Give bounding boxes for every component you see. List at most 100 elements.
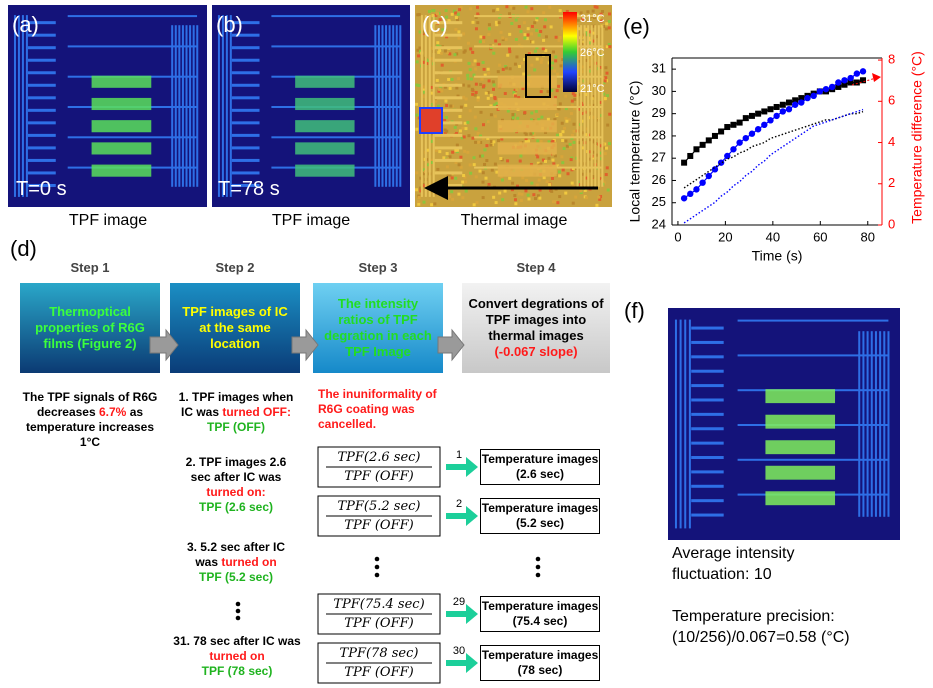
- noise: [451, 176, 454, 179]
- noise: [489, 144, 492, 147]
- noise: [416, 60, 419, 63]
- noise: [457, 30, 460, 33]
- noise: [482, 85, 485, 88]
- marker: [761, 122, 767, 128]
- block: [92, 76, 152, 88]
- item-red: turned OFF:: [222, 405, 291, 419]
- trace: [389, 25, 391, 187]
- micrograph: [668, 308, 900, 540]
- block: [498, 165, 557, 177]
- noise: [514, 202, 517, 205]
- noise: [579, 189, 582, 192]
- noise: [512, 7, 515, 10]
- noise: [450, 190, 453, 193]
- noise: [436, 79, 439, 82]
- caption: TPF image: [8, 212, 208, 230]
- trace: [232, 134, 260, 137]
- trace: [271, 45, 400, 47]
- noise: [515, 88, 518, 91]
- noise: [531, 41, 534, 44]
- fraction-denominator: TPF (OFF): [318, 665, 440, 680]
- marker: [829, 84, 835, 90]
- trace: [691, 341, 723, 344]
- noise: [571, 182, 574, 185]
- noise: [490, 113, 493, 116]
- noise: [561, 122, 564, 125]
- marker: [693, 146, 699, 152]
- noise: [553, 70, 556, 73]
- noise: [495, 201, 498, 204]
- noise: [474, 94, 477, 97]
- noise: [441, 64, 444, 67]
- trace: [691, 384, 723, 387]
- noise: [520, 30, 523, 33]
- noise: [477, 63, 480, 66]
- noise: [543, 25, 546, 28]
- noise: [540, 61, 543, 64]
- noise: [467, 42, 470, 45]
- noise: [485, 159, 488, 162]
- caption: TPF image: [211, 212, 411, 230]
- trace: [691, 485, 723, 488]
- trace: [421, 15, 423, 197]
- y-tick-label: 24: [652, 216, 666, 231]
- noise: [451, 151, 454, 154]
- trace: [230, 15, 232, 197]
- marker: [774, 104, 780, 110]
- marker: [786, 100, 792, 106]
- noise: [449, 105, 452, 108]
- noise: [482, 40, 485, 43]
- noise: [437, 51, 440, 54]
- fraction-numerator: TPF(78 sec): [318, 646, 440, 661]
- noise: [481, 181, 484, 184]
- noise: [511, 182, 514, 185]
- noise: [559, 36, 562, 39]
- noise: [511, 113, 514, 116]
- row-index: 30: [448, 645, 470, 657]
- noise: [488, 183, 491, 186]
- f-text: Temperature precision:: [672, 606, 835, 627]
- noise: [535, 29, 538, 32]
- noise: [415, 171, 418, 174]
- noise: [451, 78, 454, 81]
- noise: [468, 62, 471, 65]
- f-text: Average intensity: [672, 543, 794, 564]
- noise: [530, 112, 533, 115]
- noise: [522, 72, 525, 75]
- noise: [508, 33, 511, 36]
- marker: [743, 135, 749, 141]
- trace: [392, 25, 394, 187]
- y-tick-label: 29: [652, 105, 666, 120]
- marker: [767, 117, 773, 123]
- annotation-arrowhead: [872, 73, 881, 82]
- noise: [482, 36, 485, 39]
- trace: [232, 71, 260, 74]
- noise: [458, 163, 461, 166]
- noise: [519, 154, 522, 157]
- noise: [536, 58, 539, 61]
- marker: [755, 111, 761, 117]
- trace: [435, 71, 463, 74]
- block: [498, 98, 557, 110]
- marker: [681, 160, 687, 166]
- noise: [460, 106, 463, 109]
- noise: [497, 70, 500, 73]
- step-title: Step 2: [170, 260, 300, 275]
- marker: [767, 106, 773, 112]
- step-title: Step 3: [313, 260, 443, 275]
- noise: [501, 198, 504, 201]
- noise: [469, 68, 472, 71]
- noise: [415, 84, 418, 87]
- noise: [476, 6, 479, 9]
- marker: [761, 108, 767, 114]
- noise: [552, 50, 555, 53]
- trace: [182, 25, 184, 187]
- noise: [496, 8, 499, 11]
- trace: [22, 15, 24, 197]
- x-tick-label: 20: [718, 229, 732, 244]
- marker: [687, 191, 693, 197]
- marker: [706, 137, 712, 143]
- noise: [482, 61, 485, 64]
- noise: [477, 141, 480, 144]
- trace: [425, 15, 427, 197]
